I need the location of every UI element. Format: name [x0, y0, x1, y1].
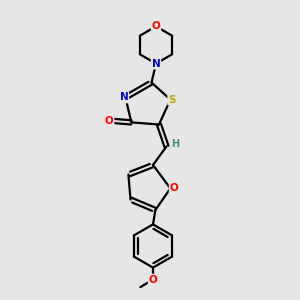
Text: O: O [169, 183, 178, 194]
Text: O: O [148, 274, 158, 285]
Text: N: N [119, 92, 128, 103]
Text: S: S [168, 94, 176, 105]
Text: H: H [171, 139, 180, 149]
Text: N: N [152, 58, 160, 69]
Text: O: O [152, 21, 160, 32]
Text: O: O [105, 116, 114, 126]
